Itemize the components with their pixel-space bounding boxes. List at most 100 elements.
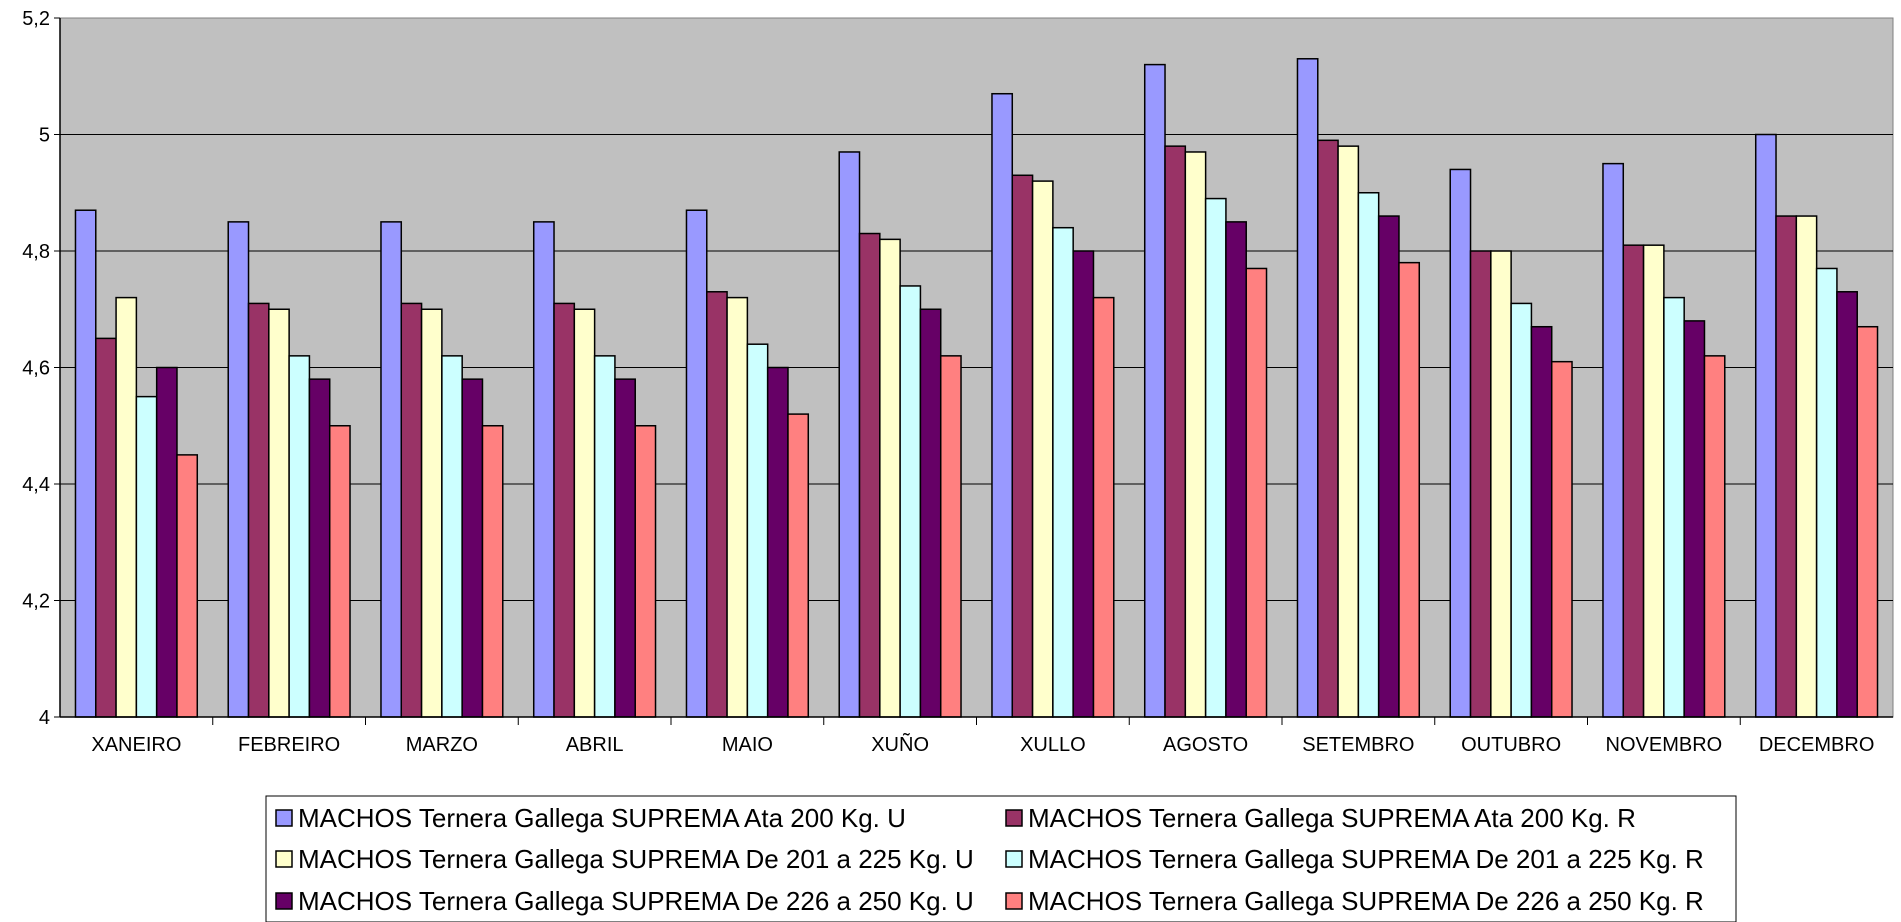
x-tick-label: OUTUBRO: [1461, 734, 1561, 756]
legend-label: MACHOS Ternera Gallega SUPREMA Ata 200 K…: [1028, 803, 1636, 833]
y-tick-label: 4,6: [22, 358, 50, 380]
bar: [879, 238, 901, 718]
bar: [746, 343, 769, 718]
bar: [288, 355, 311, 718]
x-tick-label: AGOSTO: [1163, 734, 1248, 756]
bar: [1143, 63, 1166, 718]
bar: [1245, 267, 1268, 718]
bar: [1377, 215, 1400, 718]
bar: [1856, 325, 1879, 718]
bar: [1703, 355, 1726, 718]
bar: [614, 378, 636, 718]
bars: [74, 58, 1879, 718]
bar: [706, 291, 728, 718]
bar: [135, 395, 158, 718]
y-tick-label: 4,4: [22, 474, 50, 496]
legend-swatch: [1005, 850, 1023, 868]
bar: [1490, 250, 1512, 718]
bar: [1795, 215, 1818, 718]
bar: [95, 337, 117, 718]
bar: [1398, 261, 1421, 718]
axes: 4 4,2 4,4 4,6 4,8 5 5,2 XANEIRO FEBREIRO MARZO ABR…: [22, 8, 1893, 756]
x-tick-label: XULLO: [1020, 734, 1086, 756]
bar: [1510, 302, 1533, 718]
legend-swatch: [275, 892, 293, 910]
bar: [268, 308, 290, 718]
bar: [74, 209, 97, 718]
y-tick-label: 5: [39, 125, 50, 147]
x-tick-label: FEBREIRO: [238, 734, 340, 756]
bar: [115, 296, 138, 718]
x-tick-label: MARZO: [406, 734, 478, 756]
bar: [461, 378, 484, 718]
bar: [308, 378, 331, 718]
bar: [1754, 133, 1777, 718]
bar: [1317, 139, 1339, 718]
x-tick-label: XANEIRO: [91, 734, 181, 756]
legend: MACHOS Ternera Gallega SUPREMA Ata 200 K…: [265, 795, 1737, 922]
x-tick-label: XUÑO: [871, 732, 929, 756]
bar: [1164, 145, 1187, 718]
bar: [1204, 197, 1227, 718]
bar: [1815, 267, 1838, 718]
legend-swatch: [1005, 892, 1023, 910]
x-tick-label: ABRIL: [566, 734, 624, 756]
bar: [1011, 174, 1034, 718]
bar: [1052, 226, 1074, 718]
bar: [247, 302, 270, 718]
bar: [1622, 244, 1645, 718]
legend-label: MACHOS Ternera Gallega SUPREMA De 226 a …: [298, 886, 974, 916]
bar: [991, 92, 1014, 718]
bar: [1449, 168, 1472, 718]
legend-label: MACHOS Ternera Gallega SUPREMA De 201 a …: [298, 844, 974, 874]
bar: [1072, 250, 1095, 718]
bar: [1530, 325, 1553, 718]
bar: [227, 221, 250, 718]
bar: [726, 296, 749, 718]
legend-swatch: [275, 809, 293, 827]
bar: [899, 285, 922, 718]
bar: [1663, 296, 1685, 718]
y-tick-label: 4,2: [22, 591, 50, 613]
bar: [1550, 360, 1573, 718]
bar: [838, 151, 861, 718]
bar: [1092, 296, 1115, 718]
x-tick-label: DECEMBRO: [1759, 734, 1875, 756]
bar: [1337, 145, 1360, 718]
bar: [441, 355, 463, 718]
bar: [1775, 215, 1798, 718]
legend-label: MACHOS Ternera Gallega SUPREMA De 226 a …: [1028, 886, 1704, 916]
bar: [1602, 162, 1625, 718]
bar: [939, 355, 962, 718]
bar: [1683, 320, 1706, 718]
bar: [553, 302, 576, 718]
x-tick-label: SETEMBRO: [1302, 734, 1414, 756]
bar: [573, 308, 596, 718]
x-tick-label: MAIO: [722, 734, 773, 756]
bar: [1836, 291, 1858, 718]
legend-swatch: [275, 850, 293, 868]
bar: [155, 366, 178, 718]
bar: [532, 221, 555, 718]
bar: [400, 302, 423, 718]
bar: [481, 425, 504, 718]
bar: [1469, 250, 1492, 718]
bar: [1031, 180, 1054, 718]
y-tick-label: 4,8: [22, 241, 50, 263]
bar: [176, 454, 199, 718]
bar: [858, 232, 881, 718]
y-tick-label: 4: [39, 707, 50, 729]
bar: [328, 425, 351, 718]
bar: [766, 366, 789, 718]
gridlines: [60, 134, 1893, 601]
bar: [1357, 192, 1380, 718]
bar: [685, 209, 708, 718]
legend-box: [265, 795, 1737, 922]
bar: [1296, 58, 1319, 718]
legend-swatch: [1005, 809, 1023, 827]
bar: [634, 425, 657, 718]
legend-label: MACHOS Ternera Gallega SUPREMA Ata 200 K…: [298, 803, 906, 833]
y-tick-label: 5,2: [22, 8, 50, 30]
bar: [1642, 244, 1665, 718]
